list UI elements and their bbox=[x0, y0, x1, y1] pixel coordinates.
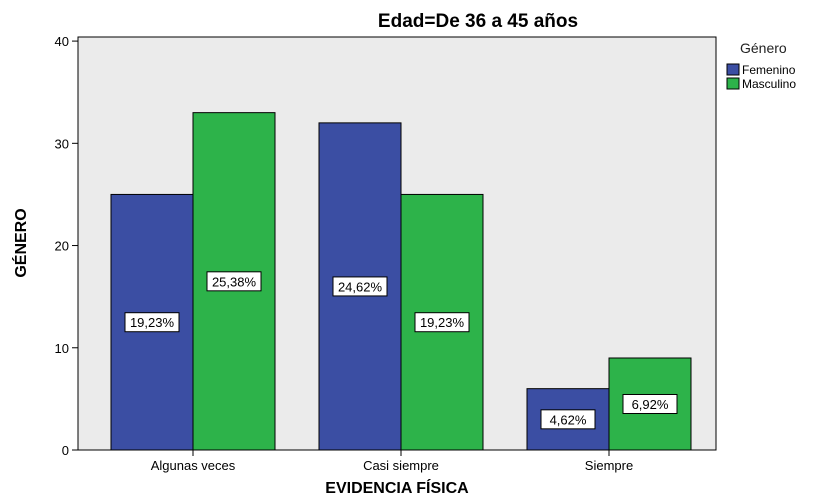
data-label: 24,62% bbox=[338, 279, 383, 294]
y-tick-label: 30 bbox=[55, 136, 69, 151]
data-label: 19,23% bbox=[420, 315, 465, 330]
chart-title: Edad=De 36 a 45 años bbox=[378, 11, 578, 32]
x-axis: Algunas veces Casi siempre Siempre bbox=[151, 450, 633, 473]
y-tick-label: 10 bbox=[55, 341, 69, 356]
data-label-box bbox=[332, 276, 388, 297]
legend-label-masculino: Masculino bbox=[742, 77, 796, 91]
legend-label-femenino: Femenino bbox=[742, 63, 796, 77]
legend-swatch-femenino bbox=[726, 63, 740, 76]
data-label-box bbox=[124, 312, 180, 333]
y-tick-label: 20 bbox=[55, 239, 69, 254]
data-label-box bbox=[414, 312, 470, 333]
legend-swatch-masculino bbox=[726, 77, 740, 90]
data-label-box bbox=[206, 271, 262, 292]
x-tick-label: Casi siempre bbox=[363, 458, 439, 473]
legend-title: Género bbox=[740, 40, 787, 56]
data-label-box bbox=[622, 393, 678, 414]
y-axis-title: GÉNERO bbox=[11, 208, 30, 277]
y-tick-label: 40 bbox=[55, 34, 69, 49]
y-axis: 0 10 20 30 40 bbox=[55, 34, 78, 458]
bars: 19,23% 25,38% 24,62% 19,23% 4,62% 6,92% bbox=[110, 112, 692, 451]
x-tick-label: Siempre bbox=[585, 458, 633, 473]
data-label: 6,92% bbox=[632, 397, 669, 412]
x-tick-label: Algunas veces bbox=[151, 458, 236, 473]
data-label-box bbox=[540, 409, 596, 430]
data-label: 19,23% bbox=[130, 315, 175, 330]
data-label: 25,38% bbox=[212, 274, 257, 289]
y-tick-label: 0 bbox=[62, 443, 69, 458]
data-label: 4,62% bbox=[550, 412, 587, 427]
x-axis-title: EVIDENCIA FÍSICA bbox=[325, 478, 469, 493]
